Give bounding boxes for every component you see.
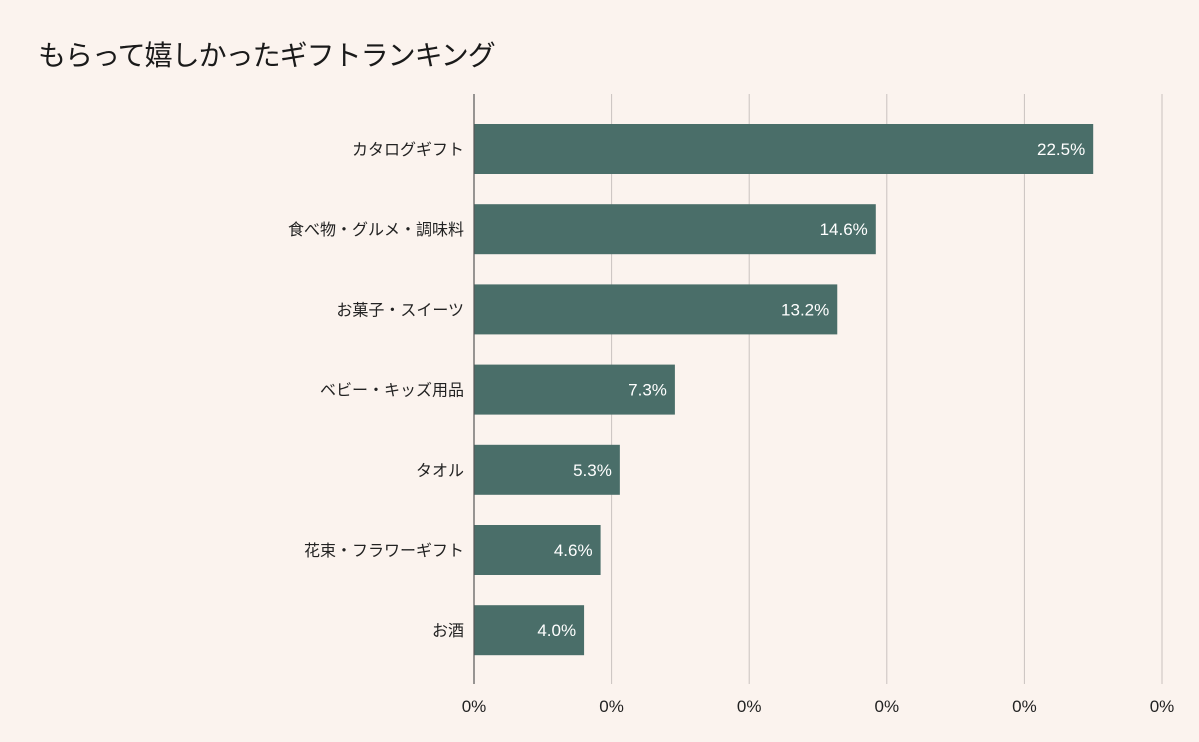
data-label: 7.3%	[628, 381, 667, 400]
category-label: 花束・フラワーギフト	[304, 541, 464, 560]
data-label: 13.2%	[781, 300, 829, 319]
x-tick-label: 0%	[1012, 697, 1037, 716]
bar	[474, 525, 601, 575]
bar	[474, 124, 1094, 174]
data-label: 22.5%	[1037, 140, 1085, 159]
bar	[474, 444, 620, 495]
data-label: 14.6%	[820, 220, 868, 239]
category-label: カタログギフト	[352, 140, 464, 159]
data-label: 4.0%	[537, 621, 576, 640]
category-label: タオル	[416, 461, 464, 480]
bar	[474, 364, 675, 415]
category-label: お酒	[432, 621, 464, 640]
category-label: 食べ物・グルメ・調味料	[288, 220, 464, 239]
x-tick-label: 0%	[737, 697, 762, 716]
data-label: 5.3%	[573, 461, 612, 480]
bar	[474, 605, 585, 656]
x-tick-label: 0%	[599, 697, 624, 716]
bar	[474, 204, 876, 255]
category-label: お菓子・スイーツ	[336, 300, 464, 319]
data-label: 4.6%	[554, 541, 593, 560]
x-tick-label: 0%	[1150, 697, 1175, 716]
x-tick-label: 0%	[875, 697, 900, 716]
category-label: ベビー・キッズ用品	[320, 381, 464, 400]
x-tick-label: 0%	[462, 697, 487, 716]
bar	[474, 284, 838, 335]
chart-title: もらって嬉しかったギフトランキング	[38, 39, 496, 72]
